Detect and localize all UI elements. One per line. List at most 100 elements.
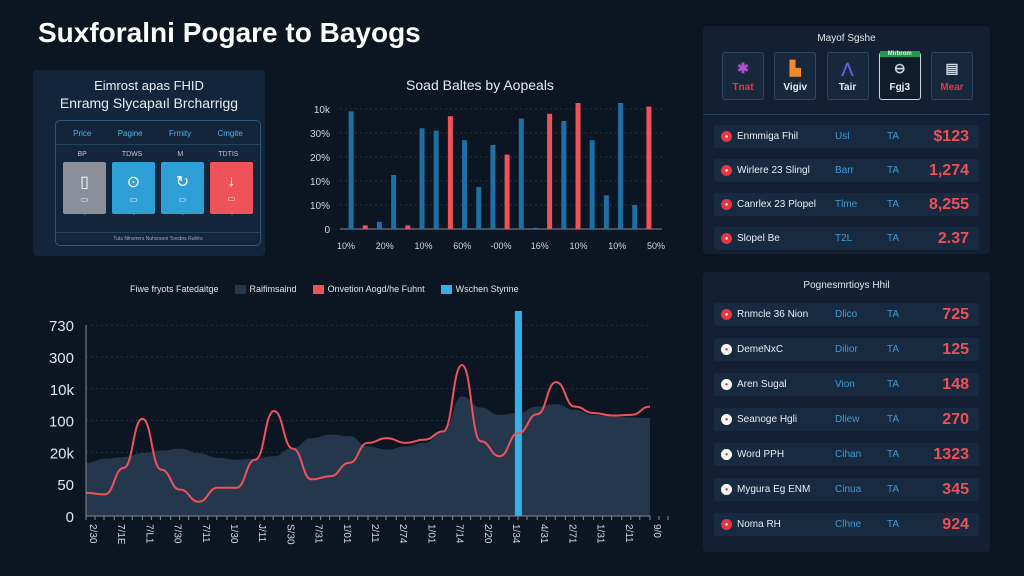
icon-button-0[interactable]: ✱ Tnat [722,52,764,100]
col-header: Frmity [168,129,192,138]
list-row[interactable]: ● Rnmcle 36 Nion Dlico TA 725 [714,303,979,326]
marker-bar [514,311,522,516]
y-tick-label: 50 [57,477,74,494]
card-title-line1: Eimrost apas FHID [94,78,204,93]
x-tick-label: 7/31 [313,524,324,544]
line-chart: 0 50 20k 100 10k 300 730 2/30 7/1E 7/L1 7/30 7/11 1/… [49,311,669,545]
x-tick-label: 7/14 [454,524,465,544]
list-row[interactable]: ● Enmmiga Fhil Usl TA $123 [714,125,979,148]
row-name: Slopel Be [737,233,780,244]
top-panel-title: Mayof Sgshe [817,33,876,44]
x-tick-label: 16% [531,241,549,251]
bar [419,128,425,229]
row-type: Vion [835,379,855,390]
x-tick-label: 50% [647,241,665,251]
row-icon: ● [721,414,732,425]
row-name: Enmmiga Fhil [737,131,799,142]
row-icon: ● [721,519,732,530]
card-title-line2: Enramg Slycapaıl Brcharrigg [59,95,239,111]
row-type: Clhne [835,519,862,530]
button-label: Mear [940,82,964,93]
row-tag: TA [887,484,900,495]
col-sublabel: BP [77,151,87,158]
x-tick-label: J/11 [256,524,267,543]
row-value: 725 [942,305,969,323]
col-sublabel: TDWS [121,151,143,158]
row-tag: TA [887,131,900,142]
x-tick-label: 2/74 [397,524,408,544]
bar [405,225,411,229]
row-type: Usl [835,131,850,142]
row-tag: TA [887,379,900,390]
list-row[interactable]: ● Canrlex 23 Plopel Tlme TA 8,255 [714,193,979,216]
legend-item: Onvetion Aogd/he Fuhnt [312,284,425,295]
icon-button-1[interactable]: ▙ Vigiv [774,52,817,100]
list-row[interactable]: ● Seanoge Hgli Dliew TA 270 [714,408,979,431]
bar [561,121,567,229]
list-row[interactable]: ● Aren Sugal Vion TA 148 [714,373,979,396]
y-tick-label: 10k [50,382,75,399]
row-type: T2L [835,233,853,244]
refresh-icon: ↻ [175,174,190,191]
bar [518,118,524,229]
list-row[interactable]: ● Wirlere 23 Slingl Barr TA 1,274 [714,159,979,182]
row-tag: TA [887,414,900,425]
row-icon: ● [721,484,732,495]
page-title: Suxforalni Pogare to Bayogs [38,17,421,48]
row-value: 1,274 [928,161,969,179]
legend-label: Wschen Stynne [455,284,519,294]
icon-button-2[interactable]: ⋀ Tair [826,52,869,100]
x-tick-label: 1/30 [228,524,239,544]
y-tick-label: 10k [314,105,331,116]
x-tick-label: 1/01 [341,524,352,544]
y-tick-label: 10% [310,177,330,188]
divider [703,114,990,115]
x-tick-label: 2/11 [369,524,380,543]
y-tick-label: 300 [49,350,74,367]
x-tick-label: 10% [414,241,432,251]
tile-3[interactable]: ↓ ▭ [210,162,253,215]
row-name: Canrlex 23 Plopel [737,199,816,210]
x-tick-label: 2/20 [482,524,493,544]
row-icon: ● [721,309,732,320]
bar [447,116,453,229]
tile-2[interactable]: ↻ ▭ [161,162,204,215]
button-glyph-icon: ▤ [945,60,959,76]
tile-1[interactable]: ⊙ ▭ [112,162,155,215]
bottom-panel-title: Pognesmrtioys Hhil [803,280,890,291]
list-row[interactable]: ● DemeNxC Dilior TA 125 [714,338,979,361]
row-tag: TA [887,309,900,320]
row-name: Rnmcle 36 Nion [737,309,809,320]
x-tick-label: 7/11 [200,524,211,543]
row-icon: ● [721,449,732,460]
y-tick-label: 0 [324,225,330,236]
button-label: Vigiv [783,82,808,93]
row-value: 2.37 [937,229,969,247]
bar [391,175,397,229]
tile-0[interactable]: ▯ ▭ [63,162,106,215]
list-row[interactable]: ● Noma RH Clhne TA 924 [714,513,979,536]
icon-button-3[interactable]: Mirbrom ⊖ Fgj3 [878,51,921,100]
row-type: Cinua [835,484,862,495]
list-row[interactable]: ● Word PPH Cihan TA 1323 [714,443,979,466]
bar [348,111,354,229]
icon-button-4[interactable]: ▤ Mear [931,52,973,100]
line-series [85,363,651,503]
x-tick-label: 20% [376,241,394,251]
row-value: 148 [942,375,969,393]
x-tick-label: S/30 [284,524,295,545]
line-chart-legend: Fiwe fryots Fatedaitge Raifimsaind Onvet… [130,284,519,295]
list-row[interactable]: ● Mygura Eg ENM Cinua TA 345 [714,478,979,501]
legend-swatch [234,285,246,295]
row-value: 8,255 [928,195,969,213]
bar [433,130,439,229]
row-icon: ● [721,379,732,390]
x-tick-label: 7/1E [115,524,126,545]
row-tag: TA [887,165,900,176]
list-row[interactable]: ● Slopel Be T2L TA 2.37 [714,227,979,250]
line-chart-title: Fiwe fryots Fatedaitge [130,284,219,295]
row-name: Word PPH [737,449,785,460]
legend-label: Raifimsaind [249,284,297,294]
bar [618,103,624,229]
area-series [86,396,650,516]
